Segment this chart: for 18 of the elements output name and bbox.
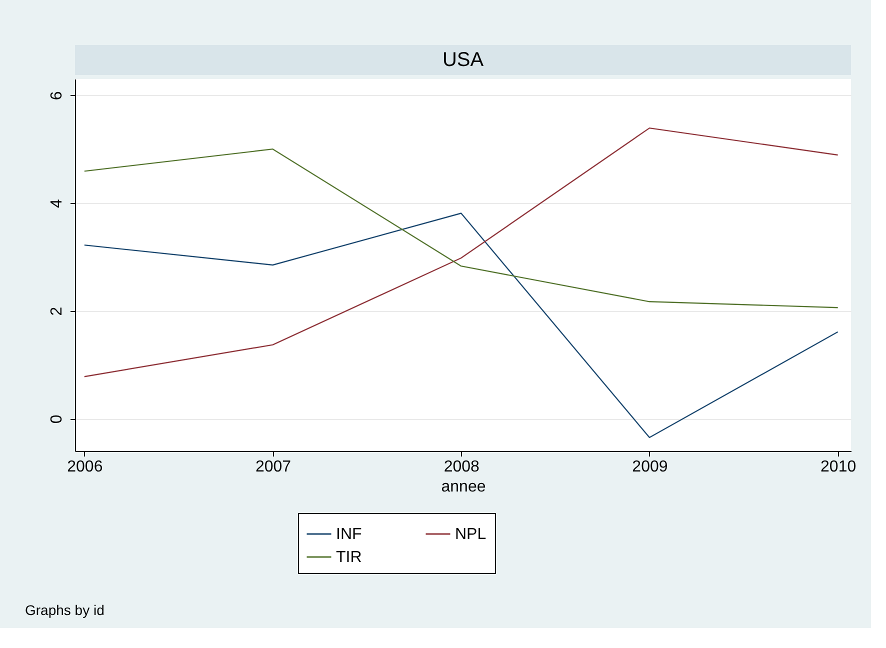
line-series [84, 127, 838, 378]
legend-label: NPL [455, 526, 486, 543]
line-series [84, 148, 838, 308]
text: Graphs by id [25, 602, 104, 618]
legend-label: TIR [336, 549, 362, 566]
y-tick-label: 2 [48, 306, 66, 316]
legend-label: INF [336, 526, 362, 543]
x-tick-label: 2010 [820, 458, 856, 476]
chart-title: USA [442, 49, 484, 71]
x-tick-label: 2007 [255, 458, 292, 476]
x-tick-label: 2009 [632, 458, 668, 476]
y-tick-label: 0 [48, 414, 66, 424]
x-axis-title: annee [441, 478, 486, 496]
x-tick-label: 2006 [67, 458, 103, 476]
y-tick-label: 6 [48, 91, 66, 100]
y-tick-label: 4 [48, 198, 66, 208]
line-series [84, 212, 838, 438]
x-tick-label: 2008 [444, 458, 480, 476]
